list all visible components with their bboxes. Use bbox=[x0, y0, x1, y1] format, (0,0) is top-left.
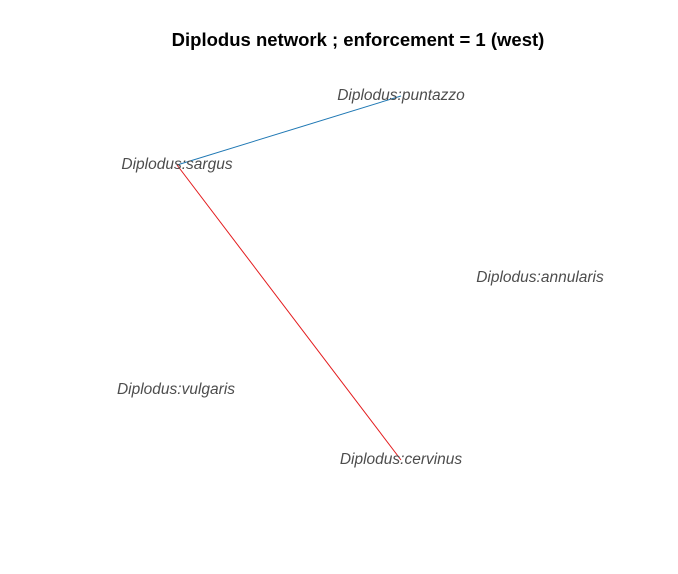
node-label-cervinus: Diplodus:cervinus bbox=[340, 451, 463, 468]
plot-title: Diplodus network ; enforcement = 1 (west… bbox=[171, 29, 545, 50]
node-label-sargus: Diplodus:sargus bbox=[121, 156, 232, 173]
node-label-annularis: Diplodus:annularis bbox=[476, 269, 604, 286]
node-label-puntazzo: Diplodus:puntazzo bbox=[337, 87, 465, 104]
edge-sargus-puntazzo bbox=[176, 95, 402, 166]
edge-sargus-cervinus bbox=[176, 164, 402, 461]
node-layer: Diplodus:puntazzo Diplodus:sargus Diplodus… bbox=[117, 87, 604, 468]
node-label-vulgaris: Diplodus:vulgaris bbox=[117, 381, 235, 398]
edge-layer bbox=[176, 95, 402, 461]
